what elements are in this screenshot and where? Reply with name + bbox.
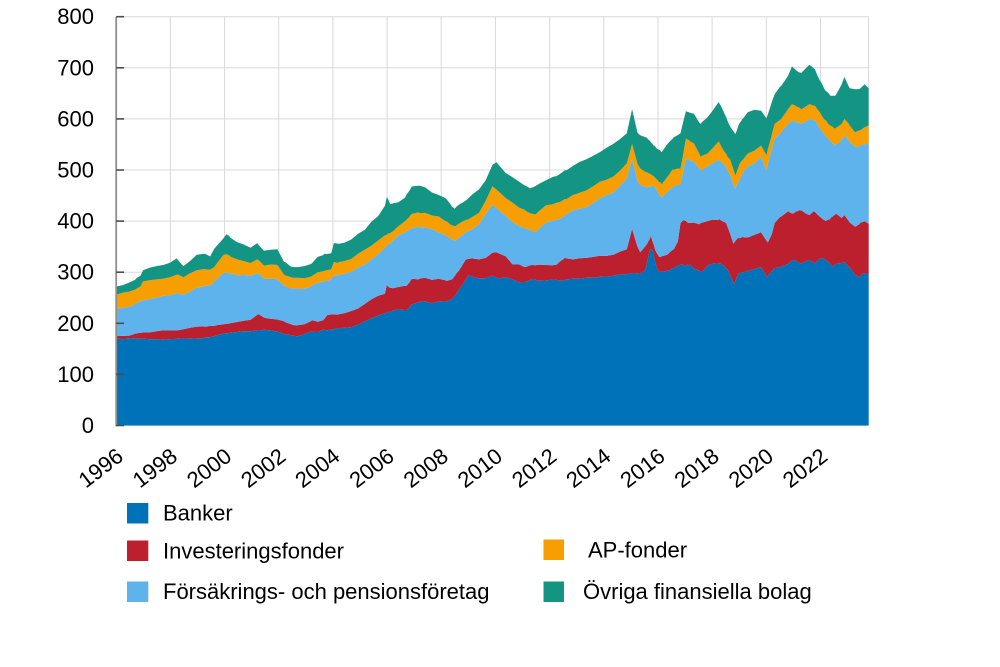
svg-text:Banker: Banker bbox=[163, 501, 233, 526]
svg-text:200: 200 bbox=[57, 311, 94, 336]
svg-text:Försäkrings- och pensionsföret: Försäkrings- och pensionsföretag bbox=[163, 579, 490, 604]
svg-text:300: 300 bbox=[57, 260, 94, 285]
svg-text:500: 500 bbox=[57, 158, 94, 183]
svg-text:Investeringsfonder: Investeringsfonder bbox=[163, 539, 344, 564]
svg-text:400: 400 bbox=[57, 209, 94, 234]
svg-text:0: 0 bbox=[82, 413, 94, 438]
svg-text:100: 100 bbox=[57, 362, 94, 387]
svg-text:800: 800 bbox=[57, 4, 94, 29]
svg-text:AP-fonder: AP-fonder bbox=[588, 538, 687, 563]
svg-text:Övriga finansiella bolag: Övriga finansiella bolag bbox=[583, 579, 812, 604]
svg-text:600: 600 bbox=[57, 106, 94, 131]
svg-text:700: 700 bbox=[57, 55, 94, 80]
